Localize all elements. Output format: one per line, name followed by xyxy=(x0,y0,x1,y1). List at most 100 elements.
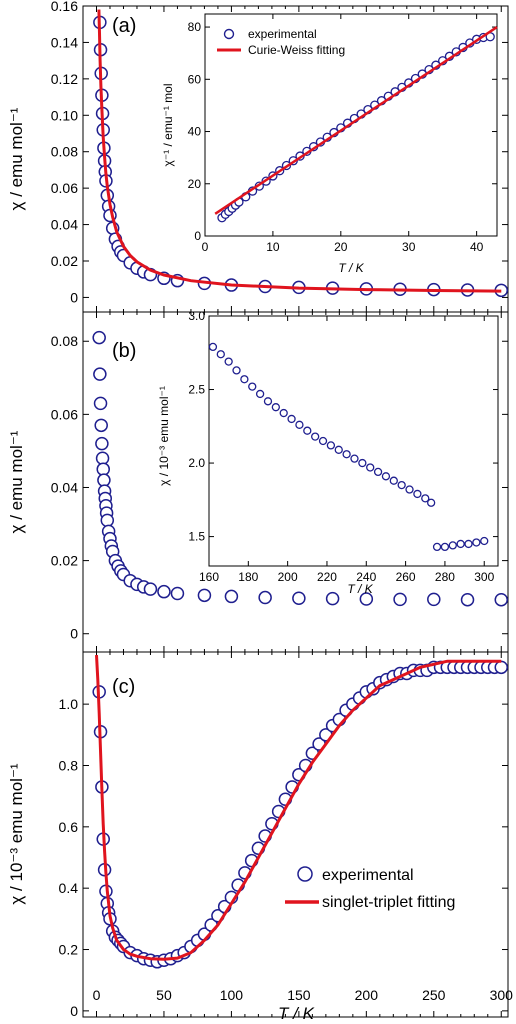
panel-a-y-ticks: 0 0.02 0.04 0.06 0.08 0.10 0.12 0.14 0.16 xyxy=(51,0,508,312)
inset-y-tick-label: 3.0 xyxy=(188,309,205,323)
y-tick-label: 0.4 xyxy=(59,880,79,896)
inset-data-point xyxy=(342,450,351,459)
data-point xyxy=(197,588,212,603)
panel-a-inset: 0 10 20 30 40 0 20 40 60 80 χ⁻¹ / emu⁻¹ mol T / K… xyxy=(161,13,498,275)
inset-data-point xyxy=(456,539,465,549)
inset-data-point xyxy=(271,403,280,412)
inset-x-tick-label: 30 xyxy=(402,240,416,254)
panel-a: (a) 0 0.02 0.04 0.06 0.08 0.10 0.12 0.14 0.16 χ … xyxy=(7,0,509,313)
data-point xyxy=(292,591,306,606)
inset-y-tick-label: 0 xyxy=(194,229,201,243)
inset-data-point xyxy=(232,366,241,375)
x-tick-label: 250 xyxy=(422,987,446,1003)
y-tick-label: 0.6 xyxy=(59,819,79,835)
panel-b-inset-ticks: 160 180 200 220 240 260 280 300 1.5 2.0 2.5 3.0 xyxy=(188,309,498,584)
fit-line xyxy=(95,655,502,961)
inset-data-point xyxy=(318,436,328,446)
data-point xyxy=(494,592,509,607)
inset-data-point xyxy=(413,489,422,499)
panel-c-x-axis-label: T / K xyxy=(278,1004,315,1023)
y-tick-label: 0.16 xyxy=(51,0,78,14)
legend-singlet-triplet-label: singlet-triplet fitting xyxy=(322,894,455,911)
inset-data-point xyxy=(216,350,225,359)
y-tick-label: 0.10 xyxy=(51,107,78,123)
inset-x-tick-label: 180 xyxy=(238,570,258,584)
inset-data-point xyxy=(472,538,481,547)
inset-data-point xyxy=(427,498,436,507)
legend-experimental-label: experimental xyxy=(322,867,414,884)
inset-data-point xyxy=(311,432,320,441)
inset-data-point xyxy=(240,375,249,384)
inset-data-point xyxy=(397,480,406,490)
y-tick-label: 0.06 xyxy=(51,406,78,422)
y-tick-label: 0.14 xyxy=(51,34,78,50)
data-point xyxy=(157,584,171,599)
panel-c-legend: experimental singlet-triplet fitting xyxy=(285,866,455,911)
panel-c-y-ticks: 0 0.2 0.4 0.6 0.8 1.0 xyxy=(59,696,508,1019)
legend-experimental-label: experimental xyxy=(248,27,317,41)
data-point xyxy=(460,592,475,607)
inset-data-point xyxy=(334,445,343,454)
inset-y-tick-label: 60 xyxy=(188,72,202,86)
y-tick-label: 0.04 xyxy=(51,479,78,495)
inset-data-point xyxy=(224,357,233,366)
fit-line xyxy=(97,9,502,293)
inset-x-tick-label: 300 xyxy=(474,570,494,584)
panel-c-y-axis-label: χ / 10⁻³ emu mol⁻¹ xyxy=(7,763,26,905)
inset-data-point xyxy=(432,542,442,552)
inset-data-point xyxy=(295,420,304,429)
y-tick-label: 0.08 xyxy=(51,333,78,349)
inset-fit-line xyxy=(214,26,498,215)
inset-x-tick-label: 240 xyxy=(356,570,376,584)
inset-y-tick-label: 40 xyxy=(188,125,202,139)
data-point xyxy=(93,367,107,381)
panel-b-y-axis-label: χ / emu mol⁻¹ xyxy=(7,430,26,533)
inset-data-point xyxy=(381,472,391,481)
data-point xyxy=(97,473,111,487)
data-point xyxy=(393,592,407,607)
y-tick-label: 0 xyxy=(70,1003,78,1019)
y-tick-label: 0.04 xyxy=(51,217,78,233)
x-tick-label: 150 xyxy=(287,987,311,1003)
inset-data-point xyxy=(464,539,473,549)
data-point xyxy=(359,592,374,606)
inset-data-point xyxy=(326,441,336,450)
inset-y-tick-label: 2.0 xyxy=(188,456,205,470)
inset-x-tick-label: 260 xyxy=(396,570,416,584)
y-tick-label: 0.02 xyxy=(51,253,78,269)
inset-data-point xyxy=(421,494,430,503)
panel-a-inset-y-axis-label: χ⁻¹ / emu⁻¹ mol xyxy=(161,84,175,167)
y-tick-label: 0 xyxy=(70,626,78,642)
y-tick-label: 0.08 xyxy=(51,144,78,160)
panel-b-inset-y-axis-label: χ / 10⁻³ emu mol⁻¹ xyxy=(157,386,171,486)
y-tick-label: 0.12 xyxy=(51,71,78,87)
panel-a-inset-ticks: 0 10 20 30 40 0 20 40 60 80 xyxy=(188,14,497,254)
inset-data-point xyxy=(440,542,450,552)
x-tick-label: 100 xyxy=(220,987,244,1003)
panel-b-label: (b) xyxy=(112,340,136,362)
inset-data-point xyxy=(263,397,273,406)
panel-c-marks xyxy=(92,655,509,969)
panel-b-marks xyxy=(92,330,509,607)
panel-b-inset: 160 180 200 220 240 260 280 300 1.5 2.0 2.5 3.0 χ /… xyxy=(157,309,499,596)
panel-a-inset-marks xyxy=(214,26,498,223)
panel-c-label: (c) xyxy=(112,676,135,698)
legend-curie-weiss-label: Curie-Weiss fitting xyxy=(248,43,345,57)
data-point xyxy=(100,513,115,528)
panel-a-inset-legend: experimental Curie-Weiss fitting xyxy=(217,27,345,57)
legend-experimental-marker xyxy=(223,28,235,40)
data-point xyxy=(427,592,441,607)
data-point xyxy=(494,660,509,675)
inset-data-point xyxy=(350,454,359,463)
data-point xyxy=(143,582,158,596)
panel-b-inset-frame xyxy=(208,315,499,567)
inset-x-tick-label: 220 xyxy=(317,570,337,584)
inset-data-point xyxy=(279,408,288,418)
inset-data-point xyxy=(389,476,398,485)
x-tick-label: 300 xyxy=(490,987,514,1003)
panel-c-frame xyxy=(82,651,509,1018)
legend-experimental-marker xyxy=(297,866,313,882)
data-point xyxy=(92,330,106,345)
inset-data-point xyxy=(255,389,265,399)
